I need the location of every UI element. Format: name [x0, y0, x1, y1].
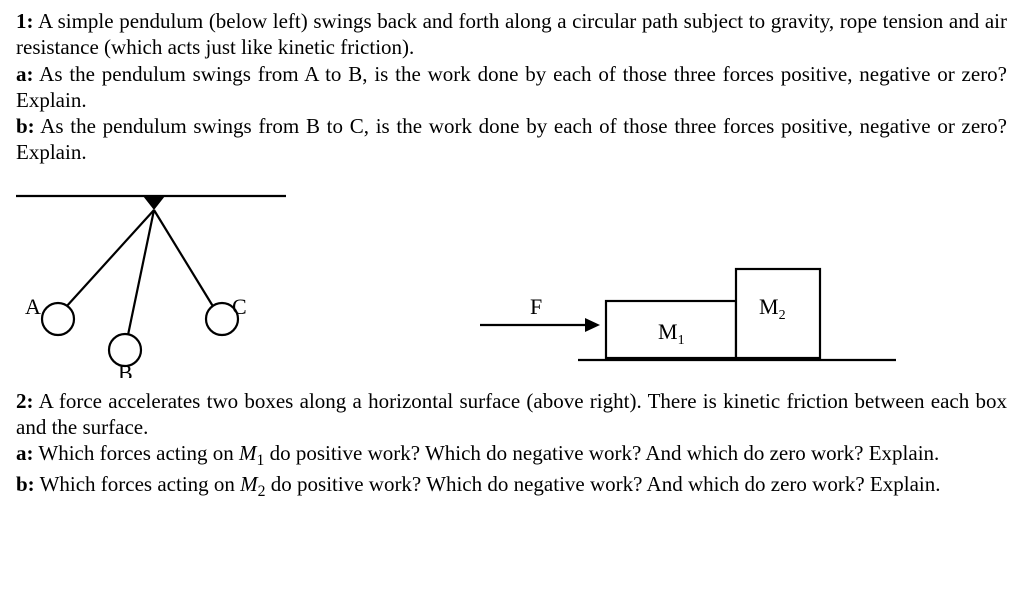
problem1-a-text: As the pendulum swings from A to B, is t… — [16, 62, 1007, 112]
problem2-a-prefix: Which forces acting on — [38, 441, 239, 465]
problem2-label: 2: — [16, 389, 34, 413]
pendulum-label-A: A — [25, 294, 41, 319]
problem2-b-m-sub: 2 — [258, 483, 266, 500]
problem1-b-label: b: — [16, 114, 35, 138]
problem2-a: a: Which forces acting on M1 do positive… — [16, 440, 1007, 471]
problem2-b-label: b: — [16, 472, 35, 496]
problem2-intro: 2: A force accelerates two boxes along a… — [16, 388, 1007, 441]
problem2-b-m-main: M — [240, 472, 258, 496]
pendulum-pivot — [143, 196, 165, 210]
problem1-b-text: As the pendulum swings from B to C, is t… — [16, 114, 1007, 164]
problem2-a-label: a: — [16, 441, 34, 465]
pendulum-svg: A B C — [16, 180, 286, 378]
pendulum-bob-A — [42, 303, 74, 335]
pendulum-string-B — [128, 210, 154, 335]
problem1-intro: 1: A simple pendulum (below left) swings… — [16, 8, 1007, 61]
force-label: F — [530, 294, 542, 319]
problem1-label: 1: — [16, 9, 34, 33]
problem1-intro-text: A simple pendulum (below left) swings ba… — [16, 9, 1007, 59]
boxes-svg: F M1 M2 — [466, 238, 896, 378]
pendulum-string-C — [154, 210, 214, 308]
boxes-figure: F M1 M2 — [466, 238, 896, 378]
pendulum-label-C: C — [232, 294, 247, 319]
pendulum-string-A — [66, 210, 154, 307]
problem2-a-suffix: do positive work? Which do negative work… — [264, 441, 939, 465]
problem1-a-label: a: — [16, 62, 34, 86]
problem1-a: a: As the pendulum swings from A to B, i… — [16, 61, 1007, 114]
page: 1: A simple pendulum (below left) swings… — [0, 0, 1023, 600]
problem2-b-prefix: Which forces acting on — [40, 472, 241, 496]
problem2-b-suffix: do positive work? Which do negative work… — [266, 472, 941, 496]
problem2-intro-text: A force accelerates two boxes along a ho… — [16, 389, 1007, 439]
problem1-b: b: As the pendulum swings from B to C, i… — [16, 113, 1007, 166]
force-arrow-head — [585, 318, 600, 332]
figures-row: A B C F — [16, 180, 1007, 378]
problem2-b: b: Which forces acting on M2 do positive… — [16, 471, 1007, 502]
problem2-a-m-main: M — [239, 441, 257, 465]
pendulum-figure: A B C — [16, 180, 286, 378]
pendulum-label-B: B — [118, 360, 133, 378]
